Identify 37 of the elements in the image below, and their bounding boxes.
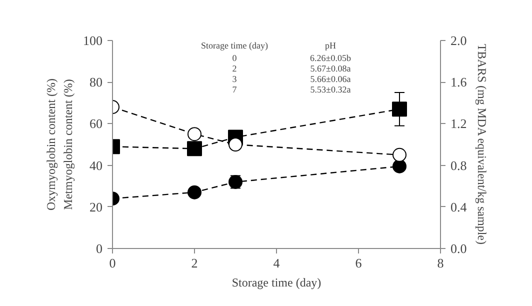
annotation: 6.26±0.05b <box>310 53 352 63</box>
y2-tick-label: 0.4 <box>450 199 468 214</box>
y-tick-label: 20 <box>90 199 102 214</box>
point <box>187 141 202 156</box>
x-tick-label: 8 <box>437 256 444 270</box>
y2-tick-label: 0.0 <box>450 241 467 256</box>
y-tick-label: 40 <box>90 158 102 173</box>
y2-tick-label: 1.6 <box>450 74 468 90</box>
annotation: 5.53±0.32a <box>310 84 351 94</box>
point <box>392 102 407 117</box>
annotation: 2 <box>232 64 237 74</box>
annotation: 7 <box>232 84 238 94</box>
annotation: 0 <box>232 53 238 63</box>
x-tick-label: 0 <box>109 256 116 270</box>
y2-tick-label: 2.0 <box>450 33 467 48</box>
x-tick-label: 4 <box>273 256 280 270</box>
y-tick-label: 80 <box>90 74 102 90</box>
annotation: 5.66±0.06a <box>310 74 351 84</box>
y-axis-title: Oxymyoglobin content (%) Metmyoglobin content (%) <box>44 78 75 210</box>
point <box>392 148 406 162</box>
point <box>392 159 406 174</box>
annotation: 3 <box>232 74 238 84</box>
x-tick-label: 6 <box>355 256 362 270</box>
x-axis-title: Storage time (day) <box>232 276 322 290</box>
y2-axis-title: TBARS (mg MDA equivalent/kg sample) <box>474 44 489 244</box>
point <box>228 138 242 152</box>
annotation: 5.67±0.08a <box>310 64 351 74</box>
y-tick-label: 0 <box>96 241 102 256</box>
y2-tick-label: 0.8 <box>450 158 467 173</box>
y-tick-label: 60 <box>90 116 102 132</box>
point <box>188 185 202 200</box>
y-tick-label: 100 <box>83 33 102 48</box>
annotation: Storage time (day) <box>201 40 268 50</box>
point <box>188 127 202 142</box>
annotation: pH <box>325 40 336 50</box>
x-tick-label: 2 <box>191 256 198 270</box>
y2-tick-label: 1.2 <box>450 116 467 132</box>
